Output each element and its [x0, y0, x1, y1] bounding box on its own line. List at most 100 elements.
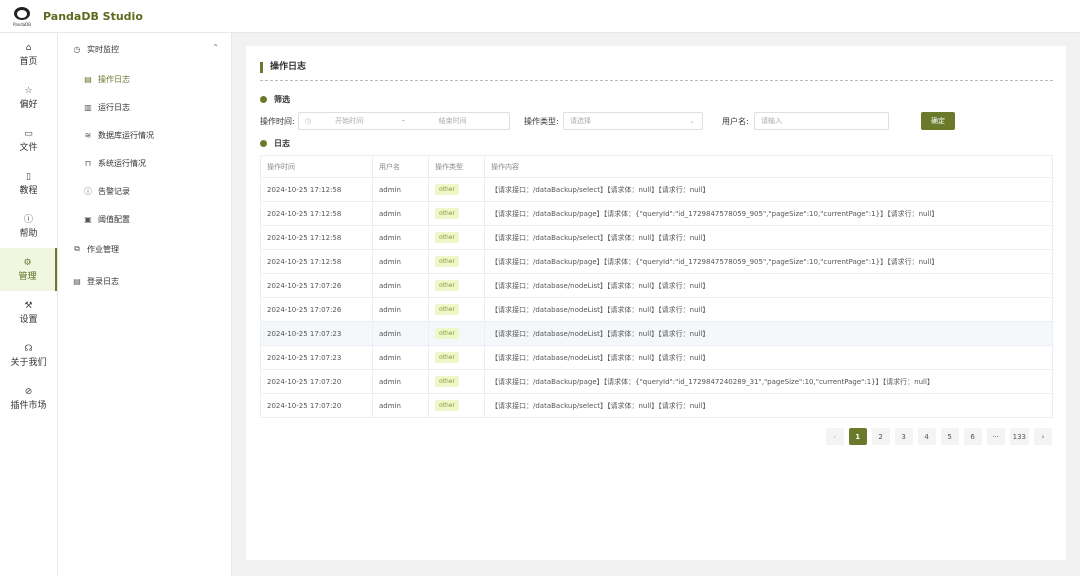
cell-type: other — [428, 321, 485, 346]
table-row[interactable]: 2024-10-25 17:12:58 admin other 【请求接口：/data… — [260, 249, 1053, 274]
submenu-item[interactable]: ⊓ 系统运行情况 — [58, 149, 231, 177]
cell-time: 2024-10-25 17:07:26 — [260, 273, 373, 298]
cell-content: 【请求接口：/dataBackup/select】【请求体：null】【请求行：… — [484, 393, 1053, 418]
page-button[interactable]: 3 — [894, 428, 913, 445]
cell-content: 【请求接口：/database/nodeList】【请求体：null】【请求行：… — [484, 297, 1053, 322]
submenu-item[interactable]: ▥ 运行日志 — [58, 93, 231, 121]
panda-logo: PandaDB — [10, 4, 34, 28]
submenu-item-label: 运行日志 — [98, 102, 130, 112]
cell-user: admin — [372, 201, 429, 226]
page-button[interactable]: ··· — [986, 428, 1005, 445]
cell-time: 2024-10-25 17:12:58 — [260, 201, 373, 226]
type-badge: other — [435, 184, 459, 195]
nav-item-headphones[interactable]: ☊ 关于我们 — [0, 334, 57, 377]
filter-section-heading: 筛选 — [260, 94, 290, 105]
info-icon: ⓘ — [23, 214, 33, 225]
cell-type: other — [428, 369, 485, 394]
cell-type: other — [428, 177, 485, 202]
page-button[interactable]: 133 — [1009, 428, 1029, 445]
log-section-heading: 日志 — [260, 138, 290, 149]
username-label: 用户名: — [722, 117, 749, 126]
cell-type: other — [428, 249, 485, 274]
threshold-icon: ▣ — [84, 214, 92, 224]
table-row[interactable]: 2024-10-25 17:12:58 admin other 【请求接口：/data… — [260, 177, 1053, 202]
username-input[interactable]: 请输入 — [754, 112, 889, 130]
page-title: 操作日志 — [260, 62, 306, 73]
clock-icon: ◷ — [305, 117, 312, 125]
monitor-icon: ⊓ — [84, 158, 92, 168]
cell-time: 2024-10-25 17:12:58 — [260, 177, 373, 202]
submenu-item-label: 操作日志 — [98, 74, 130, 84]
page-button[interactable]: 2 — [871, 428, 890, 445]
cell-type: other — [428, 201, 485, 226]
table-row[interactable]: 2024-10-25 17:07:26 admin other 【请求接口：/data… — [260, 297, 1053, 322]
document-icon: ▤ — [84, 74, 92, 84]
nav-item-compass[interactable]: ⊘ 插件市场 — [0, 377, 57, 420]
content-card: 操作日志 筛选 操作时间: ◷ 开始时间 - 结束时间 操作类型: 请选择 ⌄ … — [246, 46, 1066, 560]
cell-type: other — [428, 345, 485, 370]
table-row[interactable]: 2024-10-25 17:12:58 admin other 【请求接口：/data… — [260, 225, 1053, 250]
cell-user: admin — [372, 273, 429, 298]
table-row[interactable]: 2024-10-25 17:07:20 admin other 【请求接口：/data… — [260, 369, 1053, 394]
cell-type: other — [428, 225, 485, 250]
gear-icon: ⚙ — [23, 257, 32, 268]
submenu-item[interactable]: ⓘ 告警记录 — [58, 177, 231, 205]
table-row[interactable]: 2024-10-25 17:07:20 admin other 【请求接口：/data… — [260, 393, 1053, 418]
cell-content: 【请求接口：/database/nodeList】【请求体：null】【请求行：… — [484, 321, 1053, 346]
page-button[interactable]: 6 — [963, 428, 982, 445]
nav-item-label: 首页 — [19, 56, 38, 67]
submenu-group-realtime-monitor[interactable]: ◷ 实时监控 ⌃ — [73, 43, 220, 54]
type-badge: other — [435, 280, 459, 291]
nav-item-label: 关于我们 — [10, 357, 47, 368]
nav-item-gear[interactable]: ⚙ 管理 — [0, 248, 57, 291]
nav-item-info[interactable]: ⓘ 帮助 — [0, 205, 57, 248]
page-button[interactable]: 5 — [940, 428, 959, 445]
type-badge: other — [435, 352, 459, 363]
jobs-icon: ⧉ — [74, 244, 80, 253]
column-header-user: 用户名 — [372, 155, 429, 178]
submenu-item[interactable]: ▤ 登录日志 — [58, 265, 231, 297]
cell-user: admin — [372, 177, 429, 202]
cell-user: admin — [372, 369, 429, 394]
cell-user: admin — [372, 225, 429, 250]
cell-time: 2024-10-25 17:07:20 — [260, 393, 373, 418]
table-row[interactable]: 2024-10-25 17:12:58 admin other 【请求接口：/data… — [260, 201, 1053, 226]
confirm-button[interactable]: 确定 — [921, 112, 955, 130]
prev-page-button[interactable]: ‹ — [825, 428, 844, 445]
submenu-item[interactable]: ▤ 操作日志 — [58, 65, 231, 93]
type-badge: other — [435, 208, 459, 219]
column-header-type: 操作类型 — [428, 155, 485, 178]
log-icon: ▥ — [84, 102, 92, 112]
type-select[interactable]: 请选择 ⌄ — [563, 112, 703, 130]
type-label: 操作类型: — [524, 117, 559, 126]
chevron-up-icon[interactable]: ⌃ — [212, 43, 219, 52]
next-page-button[interactable]: › — [1034, 428, 1052, 445]
nav-item-book[interactable]: ▯ 教程 — [0, 162, 57, 205]
nav-item-home[interactable]: ⌂ 首页 — [0, 33, 57, 76]
nav-item-wrench[interactable]: ⚒ 设置 — [0, 291, 57, 334]
gauge-icon: ◷ — [73, 44, 81, 54]
page-button[interactable]: 1 — [848, 428, 867, 445]
home-icon: ⌂ — [25, 42, 32, 53]
time-range-picker[interactable]: ◷ 开始时间 - 结束时间 — [298, 112, 510, 130]
nav-item-folder[interactable]: ▭ 文件 — [0, 119, 57, 162]
chevron-down-icon: ⌄ — [689, 117, 695, 125]
submenu-item[interactable]: ⧉ 作业管理 — [58, 233, 231, 265]
time-label: 操作时间: — [260, 117, 295, 126]
cell-content: 【请求接口：/dataBackup/page】【请求体：{"queryId":"… — [484, 249, 1053, 274]
cell-time: 2024-10-25 17:07:23 — [260, 321, 373, 346]
table-row[interactable]: 2024-10-25 17:07:23 admin other 【请求接口：/data… — [260, 321, 1053, 346]
cell-time: 2024-10-25 17:07:20 — [260, 369, 373, 394]
app-title: PandaDB Studio — [43, 9, 143, 23]
submenu-item-label: 数据库运行情况 — [98, 130, 154, 140]
submenu: ◷ 实时监控 ⌃ ▤ 操作日志 ▥ 运行日志 ≋ 数据库运行情况 ⊓ 系统运行情况 ⓘ 告警记录 ▣… — [58, 33, 232, 576]
submenu-item[interactable]: ▣ 阈值配置 — [58, 205, 231, 233]
table-row[interactable]: 2024-10-25 17:07:26 admin other 【请求接口：/data… — [260, 273, 1053, 298]
submenu-item[interactable]: ≋ 数据库运行情况 — [58, 121, 231, 149]
table-row[interactable]: 2024-10-25 17:07:23 admin other 【请求接口：/data… — [260, 345, 1053, 370]
page-button[interactable]: 4 — [917, 428, 936, 445]
nav-item-label: 帮助 — [19, 228, 38, 239]
nav-item-star[interactable]: ☆ 偏好 — [0, 76, 57, 119]
cell-type: other — [428, 273, 485, 298]
column-header-time: 操作时间 — [260, 155, 373, 178]
